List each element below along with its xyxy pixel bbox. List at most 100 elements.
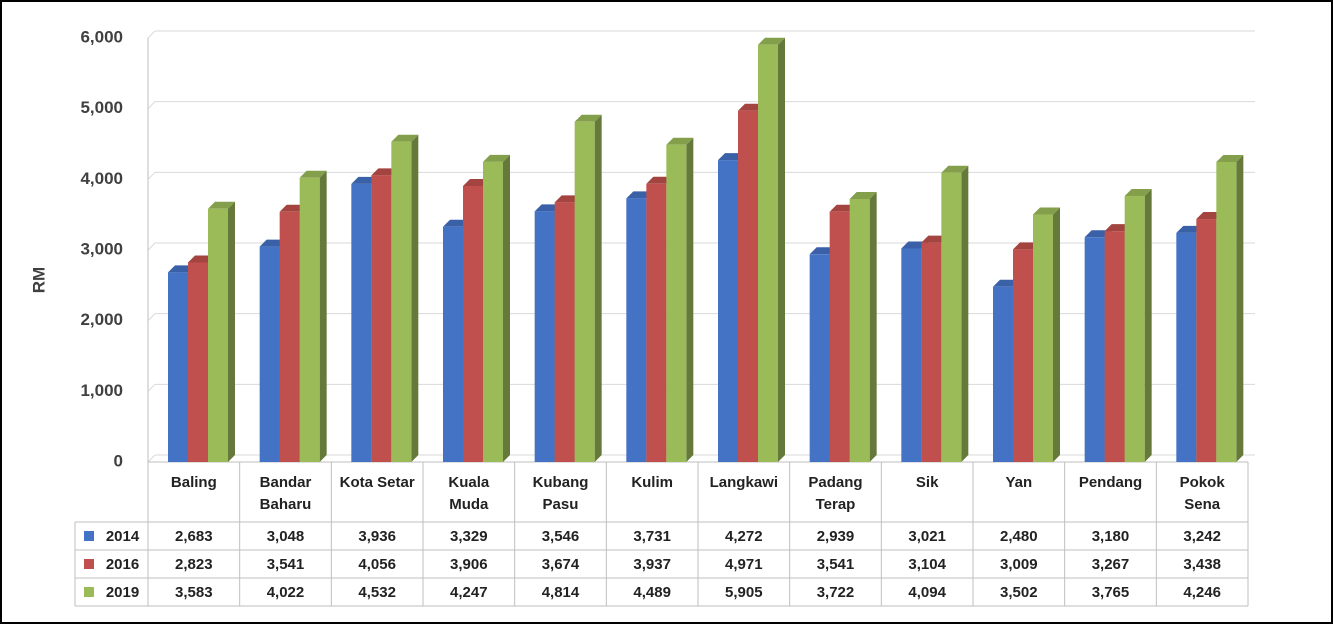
bar (1033, 207, 1060, 462)
value-label: 3,937 (633, 555, 671, 573)
bar-front (554, 202, 575, 462)
bar-front (1124, 195, 1145, 462)
bar-front (1084, 237, 1105, 462)
value-label: 3,329 (450, 527, 488, 545)
bar-front (809, 254, 830, 462)
bar (574, 114, 602, 462)
bar-side (1053, 207, 1060, 462)
bar-front (1216, 161, 1237, 462)
bar-front (1196, 219, 1217, 462)
bar-front (279, 211, 300, 462)
bar (666, 137, 694, 462)
value-label: 3,722 (816, 583, 855, 601)
bar-front (718, 160, 738, 462)
value-label: 2,683 (175, 527, 213, 545)
category-label: Kuala Muda (448, 474, 490, 513)
value-label: 3,242 (1183, 527, 1221, 545)
category-label: Kubang Pasu (532, 474, 589, 513)
y-tick-label: 3,000 (80, 239, 123, 258)
bar-front (646, 183, 667, 462)
bar-side (228, 201, 235, 462)
grid-line (147, 313, 1255, 322)
category-label: Sik (915, 474, 939, 491)
bar-side (1144, 188, 1152, 462)
y-tick-label: 4,000 (80, 169, 123, 188)
bar-front (1104, 231, 1125, 462)
bar-front (443, 226, 463, 462)
bar-top (574, 114, 602, 122)
bar-top (483, 154, 510, 162)
bar-side (778, 37, 785, 463)
bar-top (208, 201, 235, 209)
legend-label: 2014 (105, 527, 140, 545)
value-label: 2,939 (816, 527, 855, 545)
bar-side (319, 170, 327, 462)
y-tick-label: 0 (114, 451, 123, 470)
bar-front (941, 172, 962, 462)
value-label: 4,094 (908, 583, 946, 601)
bar-front (391, 141, 412, 463)
bar-front (574, 121, 595, 462)
bar-side (869, 191, 877, 462)
value-label: 2,823 (175, 555, 213, 573)
legend-swatch (84, 587, 94, 597)
bar-side (594, 114, 602, 462)
y-tick-label: 2,000 (80, 310, 123, 329)
bar-front (626, 198, 647, 463)
value-label: 3,936 (358, 527, 396, 545)
value-label: 3,021 (908, 527, 946, 545)
value-label: 3,180 (1091, 527, 1130, 545)
bar-top (1124, 188, 1152, 196)
bar-front (371, 175, 392, 462)
bar-front (829, 211, 850, 462)
value-label: 4,971 (725, 555, 763, 573)
bar-top (391, 134, 419, 142)
value-label: 5,905 (725, 583, 763, 601)
bar-top (299, 170, 327, 178)
bar (849, 191, 877, 462)
category-label: Bandar Baharu (259, 474, 312, 513)
y-tick-label: 5,000 (80, 98, 123, 117)
legend-label: 2019 (105, 583, 140, 601)
value-label: 3,009 (1000, 555, 1038, 573)
grid-line (147, 101, 1255, 110)
y-tick-label: 1,000 (80, 381, 123, 400)
bar-front (758, 44, 778, 463)
value-label: 3,765 (1091, 583, 1130, 601)
bar (1216, 154, 1244, 462)
category-label: Pokok Sena (1179, 474, 1225, 513)
bar-top (666, 137, 694, 145)
bar-front (168, 272, 188, 462)
value-label: 3,541 (816, 555, 855, 573)
bar-front (993, 286, 1013, 462)
grid-line (147, 454, 1255, 463)
value-label: 3,541 (266, 555, 305, 573)
value-label: 3,104 (908, 555, 946, 573)
value-label: 3,438 (1183, 555, 1221, 573)
value-label: 4,532 (358, 583, 396, 601)
grid-line (147, 242, 1255, 251)
bar-side (411, 134, 419, 463)
category-label: Padang Terap (808, 474, 863, 513)
bar-top (1216, 154, 1244, 162)
bar-side (503, 154, 510, 462)
bar-top (1033, 207, 1060, 215)
bar-top (941, 165, 969, 173)
value-label: 4,022 (266, 583, 305, 601)
bar (758, 37, 785, 463)
category-label: Pendang (1078, 474, 1143, 491)
bar-top (758, 37, 785, 45)
y-tick-label: 6,000 (80, 27, 123, 46)
category-label: Baling (170, 474, 217, 491)
category-label: Kulim (631, 474, 673, 491)
value-label: 3,674 (541, 555, 580, 573)
bar (1124, 188, 1152, 462)
bar-side (1236, 154, 1244, 462)
category-label: Yan (1005, 474, 1033, 491)
bar (941, 165, 969, 462)
bar (391, 134, 419, 463)
category-label: Kota Setar (339, 474, 415, 491)
bar-front (188, 262, 208, 462)
value-label: 4,272 (725, 527, 763, 545)
